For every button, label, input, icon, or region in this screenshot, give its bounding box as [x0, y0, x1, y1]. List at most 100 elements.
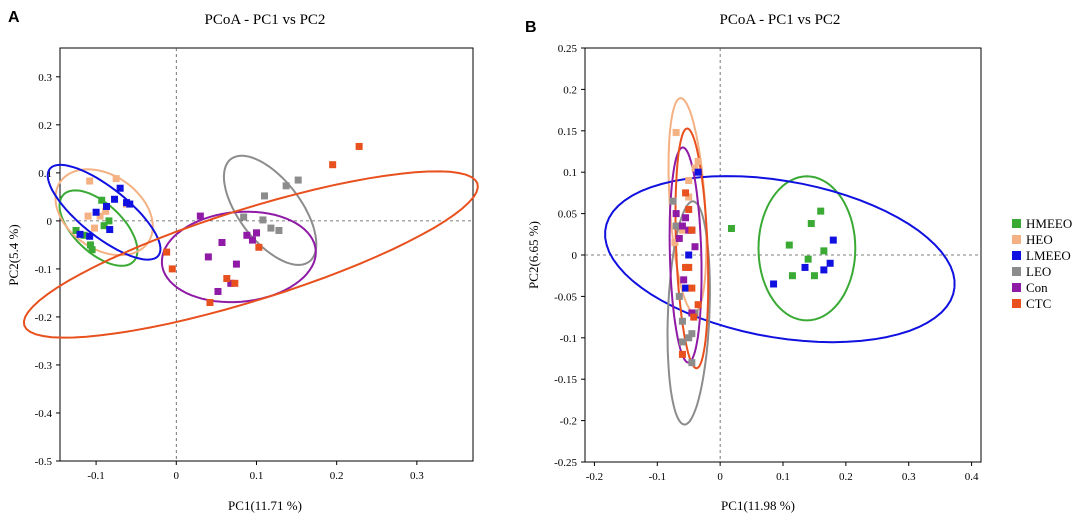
panel-a-point-leo [267, 224, 275, 232]
panel-b-ytick-label: 0.1 [563, 167, 577, 179]
legend-label: Con [1026, 280, 1048, 295]
panel-a-point-con [227, 279, 235, 287]
panel-a-ytick-label: -0.2 [35, 312, 52, 324]
panel-b-xtick-label: 0.2 [839, 471, 853, 483]
panel-b-point-heo [691, 164, 699, 172]
panel-a-point-ctc [329, 161, 337, 169]
panel-b-point-ctc [682, 189, 690, 197]
panel-b-xtick-label: 0 [717, 471, 723, 483]
panel-a-point-lmeeo [116, 184, 124, 192]
panel-b-point-hmeeo [820, 247, 828, 255]
panel-b-point-lmeeo [820, 266, 828, 274]
panel-a-point-ctc [223, 275, 231, 283]
panel-b-ylabel: PC2(6.65 %) [526, 221, 541, 289]
panel-a-ytick-label: -0.4 [35, 408, 53, 420]
panel-b-ytick-label: -0.2 [560, 416, 577, 428]
legend-swatch [1012, 283, 1021, 292]
panel-a-title: PCoA - PC1 vs PC2 [205, 12, 326, 28]
panel-b-point-heo [685, 176, 693, 184]
legend: HMEEO HEO LMEEO LEO Con CTC [1012, 216, 1072, 311]
panel-b-point-ctc [688, 284, 696, 292]
panel-b-xtick-label: -0.2 [586, 471, 603, 483]
panel-b-ytick-label: 0 [572, 250, 578, 262]
panel-b-point-hmeeo [785, 241, 793, 249]
legend-label: CTC [1026, 296, 1051, 311]
panel-b-point-con [680, 276, 688, 284]
panel-a-ytick-label: 0.2 [38, 120, 52, 132]
panel-b-point-lmeeo [829, 236, 837, 244]
panel-a-point-con [196, 212, 204, 220]
panel-b-point-heo [672, 128, 680, 136]
panel-a-point-con [252, 229, 260, 237]
legend-entry-lmeeo: LMEEO [1012, 248, 1071, 263]
panel-a-ellipse-lmeeo [46, 163, 162, 261]
panel-a-plot-frame [59, 47, 474, 462]
panel-a-letter: A [8, 9, 20, 26]
panel-b-ytick-label: -0.25 [554, 457, 577, 469]
legend-swatch [1012, 299, 1021, 308]
legend-entry-ctc: CTC [1012, 296, 1051, 311]
panel-a-point-lmeeo [76, 230, 84, 238]
legend-swatch [1012, 251, 1021, 260]
panel-b: B PCoA - PC1 vs PC2 PC1(11.98 %) PC2(6.6… [525, 12, 982, 513]
panel-a-point-lmeeo [126, 200, 134, 208]
panel-a-point-lmeeo [106, 226, 114, 234]
panel-a-point-lmeeo [92, 208, 100, 216]
panel-a-ytick-label: 0.3 [38, 72, 52, 84]
panel-b-point-ctc [682, 263, 690, 271]
panel-a-xtick-label: 0.2 [330, 470, 344, 482]
panel-a-ellipse-ctc [22, 170, 479, 339]
panel-a-point-ctc [355, 142, 363, 150]
panel-b-ytick-label: -0.1 [560, 333, 577, 345]
panel-b-ytick-label: 0.05 [558, 209, 578, 221]
panel-b-point-lmeeo [694, 168, 702, 176]
panel-b-xtick-label: 0.1 [776, 471, 790, 483]
panel-a-point-hmeeo [86, 241, 94, 249]
panel-b-point-ctc [690, 313, 698, 321]
panel-b-xtick-label: 0.4 [965, 471, 979, 483]
panel-b-point-ctc [678, 350, 686, 358]
panel-a-point-con [232, 260, 240, 268]
panel-a-point-ctc [255, 243, 263, 251]
panel-a-xtick-label: 0.1 [250, 470, 264, 482]
panel-b-point-hmeeo [810, 272, 818, 280]
panel-b-point-lmeeo [801, 263, 809, 271]
panel-a-point-ctc [231, 279, 239, 287]
legend-entry-con: Con [1012, 280, 1048, 295]
panel-b-point-leo [678, 338, 686, 346]
legend-label: HMEEO [1026, 216, 1072, 231]
legend-swatch [1012, 267, 1021, 276]
panel-b-point-heo [694, 157, 702, 165]
panel-a-point-leo [259, 216, 267, 224]
panel-a-point-heo [84, 212, 92, 220]
panel-b-point-heo [671, 239, 679, 247]
panel-a: A PCoA - PC1 vs PC2 PC1(11.71 %) PC2(5.4… [6, 9, 479, 513]
panel-a-ylabel: PC2(5.4 %) [6, 224, 21, 285]
panel-a-ytick-label: -0.5 [35, 456, 53, 468]
panel-b-point-heo [678, 226, 686, 234]
panel-b-ellipse-leo [666, 200, 711, 426]
panel-b-point-heo [685, 193, 693, 201]
panel-b-point-leo [688, 330, 696, 338]
panel-b-ellipse-hmeeo [757, 175, 857, 322]
legend-label: LMEEO [1026, 248, 1071, 263]
panel-b-point-lmeeo [685, 251, 693, 259]
panel-b-ytick-label: -0.15 [554, 374, 577, 386]
panel-a-ytick-label: 0 [47, 216, 53, 228]
panel-b-point-con [682, 214, 690, 222]
panel-b-ytick-label: -0.05 [554, 291, 577, 303]
panel-a-point-leo [260, 192, 268, 200]
panel-a-point-con [204, 253, 212, 261]
panel-b-xlabel: PC1(11.98 %) [721, 498, 795, 513]
panel-a-ytick-label: -0.1 [35, 264, 52, 276]
panel-b-xtick-label: 0.3 [902, 471, 916, 483]
panel-b-point-leo [688, 359, 696, 367]
panel-b-point-lmeeo [682, 284, 690, 292]
panel-b-point-ctc [694, 301, 702, 309]
panel-b-point-lmeeo [770, 280, 778, 288]
panel-b-point-ctc [688, 226, 696, 234]
panel-a-point-con [248, 236, 256, 244]
legend-entry-leo: LEO [1012, 264, 1051, 279]
panel-a-point-ctc [168, 265, 176, 273]
panel-b-point-hmeeo [804, 255, 812, 263]
